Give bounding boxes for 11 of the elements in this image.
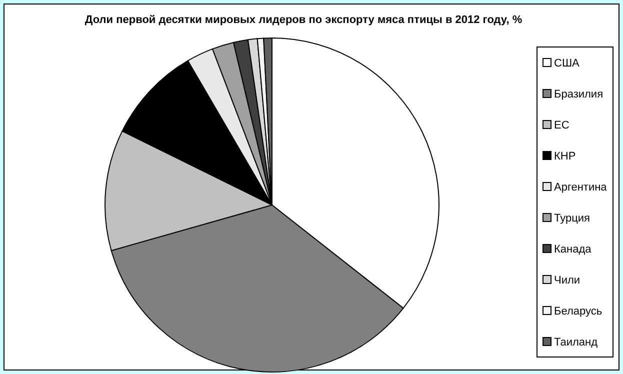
legend-label: Турция xyxy=(554,212,590,224)
legend-label: Аргентина xyxy=(554,182,608,194)
legend-label: Бразилия xyxy=(554,88,604,100)
chart-title: Доли первой десятки мировых лидеров по экспорту мяса птицы в 2012 году, % xyxy=(84,14,522,26)
legend-label: США xyxy=(554,58,580,70)
legend-label: ЕС xyxy=(554,120,570,132)
legend-label: Таиланд xyxy=(554,336,598,348)
legend-label: Беларусь xyxy=(554,306,602,318)
legend-label: КНР xyxy=(554,150,576,162)
legend-label: Чили xyxy=(554,274,580,286)
legend-label: Канада xyxy=(554,244,592,256)
